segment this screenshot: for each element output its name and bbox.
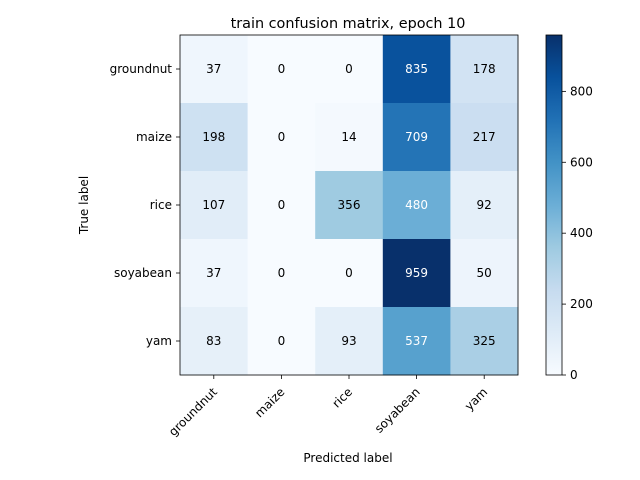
heatmap-cell	[450, 239, 519, 308]
heatmap-cell	[180, 307, 249, 376]
cell-value-label: 0	[345, 266, 353, 280]
heatmap-cell	[247, 171, 316, 240]
cell-value-label: 92	[477, 198, 492, 212]
cell-value-label: 83	[206, 334, 221, 348]
heatmap-cell	[247, 307, 316, 376]
cell-value-label: 0	[278, 266, 286, 280]
cell-value-label: 50	[477, 266, 492, 280]
cell-value-label: 14	[341, 130, 356, 144]
cell-value-label: 537	[405, 334, 428, 348]
x-tick-label: rice	[329, 385, 355, 411]
cell-value-label: 198	[202, 130, 225, 144]
heatmap-cells	[180, 35, 519, 376]
y-tick-label: yam	[146, 334, 172, 348]
heatmap-cell	[382, 307, 451, 376]
colorbar	[545, 34, 563, 376]
cell-value-label: 0	[278, 62, 286, 76]
x-axis-label: Predicted label	[303, 451, 392, 465]
colorbar-tick-label: 0	[570, 368, 578, 382]
x-tick-label: soyabean	[372, 385, 423, 436]
cell-value-label: 93	[341, 334, 356, 348]
heatmap-cell	[180, 239, 249, 308]
heatmap-cell	[180, 103, 249, 172]
heatmap-cell	[450, 103, 519, 172]
colorbar-tick-label: 200	[570, 297, 593, 311]
cell-value-label: 0	[278, 198, 286, 212]
colorbar-tick-label: 600	[570, 155, 593, 169]
cell-value-label: 0	[278, 130, 286, 144]
heatmap-cell	[180, 171, 249, 240]
y-tick-label: groundnut	[110, 62, 173, 76]
cell-value-label: 217	[473, 130, 496, 144]
cell-value-label: 709	[405, 130, 428, 144]
heatmap-cell	[315, 239, 384, 308]
heatmap-cell	[450, 171, 519, 240]
cell-value-label: 0	[278, 334, 286, 348]
x-axis-ticks: groundnut maize rice soyabean yam	[166, 375, 490, 439]
colorbar-tick-label: 400	[570, 226, 593, 240]
heatmap-cell	[382, 103, 451, 172]
cell-value-label: 178	[473, 62, 496, 76]
heatmap-cell	[315, 103, 384, 172]
y-axis-ticks: groundnut maize rice soyabean yam	[110, 62, 180, 348]
cell-value-label: 480	[405, 198, 428, 212]
colorbar-tick-label: 800	[570, 84, 593, 98]
cell-value-label: 835	[405, 62, 428, 76]
cell-value-label: 107	[202, 198, 225, 212]
heatmap-cell	[450, 35, 519, 104]
cell-value-label: 356	[338, 198, 361, 212]
heatmap-cell	[180, 35, 249, 104]
heatmap-cell	[315, 307, 384, 376]
cell-value-label: 0	[345, 62, 353, 76]
heatmap-cell-labels: 37 0 0 835 178 198 0 14 709 217 107 0 356 480 92 37 0 0 95…	[202, 62, 495, 348]
heatmap-cell	[315, 171, 384, 240]
x-tick-label: yam	[462, 385, 490, 413]
y-axis-label: True label	[77, 176, 91, 235]
cell-value-label: 325	[473, 334, 496, 348]
cell-value-label: 37	[206, 266, 221, 280]
y-tick-label: maize	[136, 130, 172, 144]
x-tick-label: maize	[252, 385, 287, 420]
heatmap-cell	[247, 239, 316, 308]
x-tick-label: groundnut	[166, 385, 220, 439]
y-tick-label: rice	[150, 198, 172, 212]
heatmap-cell	[247, 103, 316, 172]
heatmap-cell	[382, 239, 451, 308]
heatmap-cell	[247, 35, 316, 104]
heatmap-cell	[382, 35, 451, 104]
colorbar-ticks: 0 200 400 600 800	[562, 84, 593, 382]
heatmap-cell	[315, 35, 384, 104]
chart-title: train confusion matrix, epoch 10	[231, 16, 466, 32]
y-tick-label: soyabean	[114, 266, 172, 280]
cell-value-label: 37	[206, 62, 221, 76]
cell-value-label: 959	[405, 266, 428, 280]
heatmap-cell	[382, 171, 451, 240]
heatmap-cell	[450, 307, 519, 376]
